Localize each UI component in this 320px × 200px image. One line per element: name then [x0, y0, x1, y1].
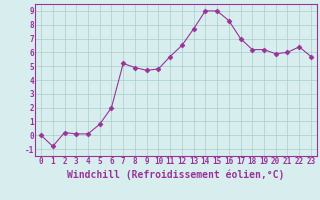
X-axis label: Windchill (Refroidissement éolien,°C): Windchill (Refroidissement éolien,°C)	[67, 169, 285, 180]
